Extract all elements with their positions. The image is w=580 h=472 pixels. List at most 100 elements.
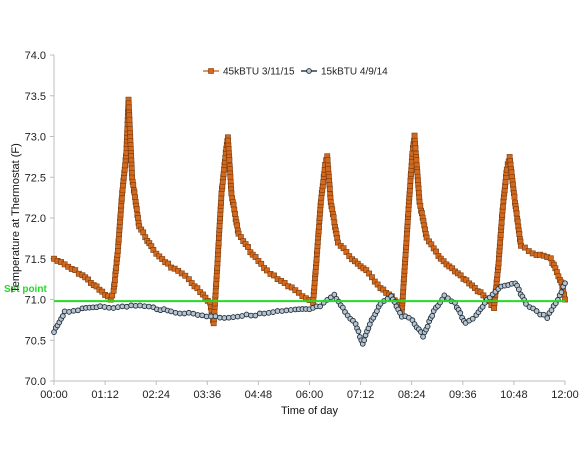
series-1-marker — [510, 181, 516, 188]
setpoint-label: Set point — [4, 284, 47, 295]
y-tick-label: 70.5 — [25, 335, 46, 347]
series-2-marker — [424, 323, 431, 330]
x-tick-label: 01:12 — [91, 389, 119, 401]
series-1-marker — [135, 215, 141, 221]
y-tick-label: 73.5 — [25, 91, 46, 103]
series-1-marker — [511, 193, 518, 200]
series-2-marker — [562, 280, 568, 287]
series-1-marker — [403, 235, 410, 242]
y-tick-label: 71.5 — [25, 254, 46, 266]
series-1-marker — [326, 185, 333, 192]
series-1-marker — [502, 179, 509, 185]
series-1-marker — [491, 305, 497, 311]
series-1-marker — [522, 244, 528, 251]
x-tick-label: 04:48 — [245, 389, 273, 401]
series-1-marker — [119, 187, 126, 194]
series-1-marker — [324, 157, 331, 164]
y-tick-label: 74.0 — [25, 50, 46, 62]
series-2-marker — [101, 304, 108, 310]
series-line-2 — [53, 282, 566, 347]
x-tick-label: 02:24 — [142, 389, 170, 401]
series-1-marker — [72, 267, 79, 274]
setpoint-layer: Set point — [4, 284, 565, 303]
series-2-marker — [441, 292, 448, 299]
series-1-marker — [113, 264, 120, 271]
series-1-marker — [497, 239, 504, 246]
series-2-marker — [110, 305, 117, 311]
series-1-marker — [516, 231, 523, 237]
series-1-marker — [400, 284, 407, 291]
series-1-marker — [133, 206, 140, 212]
x-tick-label: 07:12 — [347, 389, 375, 401]
series-1-marker — [232, 210, 238, 217]
y-tick-label: 72.0 — [25, 213, 46, 225]
series-1-marker — [417, 202, 424, 209]
series-1-marker — [295, 289, 302, 296]
series-2-marker — [457, 310, 464, 316]
series-1-marker — [405, 211, 412, 218]
y-tick-label: 73.0 — [25, 132, 46, 144]
x-tick-label: 06:00 — [296, 389, 324, 401]
series-1-marker — [330, 214, 337, 221]
series-1-marker — [497, 231, 504, 238]
series-1-marker — [271, 272, 277, 279]
series-2-marker — [355, 328, 362, 335]
axis-ticks: 70.0 70.5 71.0 71.5 72.0 72.5 73.0 73.5 74.0 00:0… — [25, 50, 579, 401]
series-1-marker — [131, 189, 138, 196]
series-1-marker — [118, 195, 125, 202]
series-2-marker — [317, 303, 323, 310]
x-tick-label: 03:36 — [194, 389, 222, 401]
series-1-marker — [218, 199, 224, 206]
x-tick-label: 00:00 — [40, 389, 68, 401]
series-layer — [51, 96, 568, 347]
series-2-marker — [361, 337, 367, 344]
x-tick-label: 10:48 — [500, 389, 528, 401]
series-2-marker — [97, 303, 103, 310]
series-2-marker — [185, 309, 192, 316]
legend-series-1-label: 45kBTU 3/11/15 — [223, 67, 295, 78]
series-1-marker — [214, 256, 221, 262]
series-1-marker — [115, 236, 122, 243]
series-2-marker — [544, 315, 551, 321]
x-tick-label: 09:36 — [449, 389, 477, 401]
legend-series-2-marker — [306, 68, 312, 74]
y-tick-label: 72.5 — [25, 172, 46, 184]
series-1-marker — [513, 210, 520, 217]
series-1-marker — [234, 222, 241, 229]
series-1-marker — [325, 166, 332, 173]
x-tick-label: 12:00 — [551, 389, 579, 401]
series-1-marker — [281, 280, 288, 286]
y-tick-label: 71.0 — [25, 295, 46, 307]
legend-series-1-marker — [208, 68, 214, 74]
series-1-marker — [140, 229, 147, 236]
series-2-marker — [252, 312, 259, 319]
series-1-marker — [215, 240, 222, 247]
x-tick-label: 08:24 — [398, 389, 426, 401]
series-1-marker — [227, 174, 234, 180]
series-1-marker — [314, 239, 321, 246]
y-axis-label: Temperature at Thermostat (F) — [10, 143, 22, 293]
series-1-marker — [316, 223, 322, 230]
series-2-marker — [533, 308, 540, 314]
series-1-marker — [122, 162, 129, 169]
series-1-marker — [226, 157, 233, 164]
series-2-marker — [540, 311, 547, 318]
series-1-marker — [547, 255, 554, 262]
series-1-marker — [212, 288, 219, 295]
series-2-marker — [340, 304, 346, 311]
legend-series-2-label: 15kBTU 4/9/14 — [321, 67, 388, 78]
series-2-marker — [146, 303, 152, 310]
series-1-marker — [264, 267, 270, 274]
series-2-marker — [60, 313, 66, 319]
series-1-marker — [313, 256, 320, 263]
series-1-marker — [245, 244, 251, 250]
series-1-marker — [402, 251, 409, 258]
series-1-marker — [404, 219, 411, 225]
legend: 45kBTU 3/11/15 15kBTU 4/9/14 — [203, 67, 388, 78]
y-tick-label: 70.0 — [25, 376, 46, 388]
x-axis-label: Time of day — [281, 405, 339, 417]
series-1-marker — [130, 182, 137, 188]
series-2-marker — [516, 286, 522, 293]
series-1-marker — [126, 116, 133, 123]
series-1-marker — [213, 272, 220, 279]
